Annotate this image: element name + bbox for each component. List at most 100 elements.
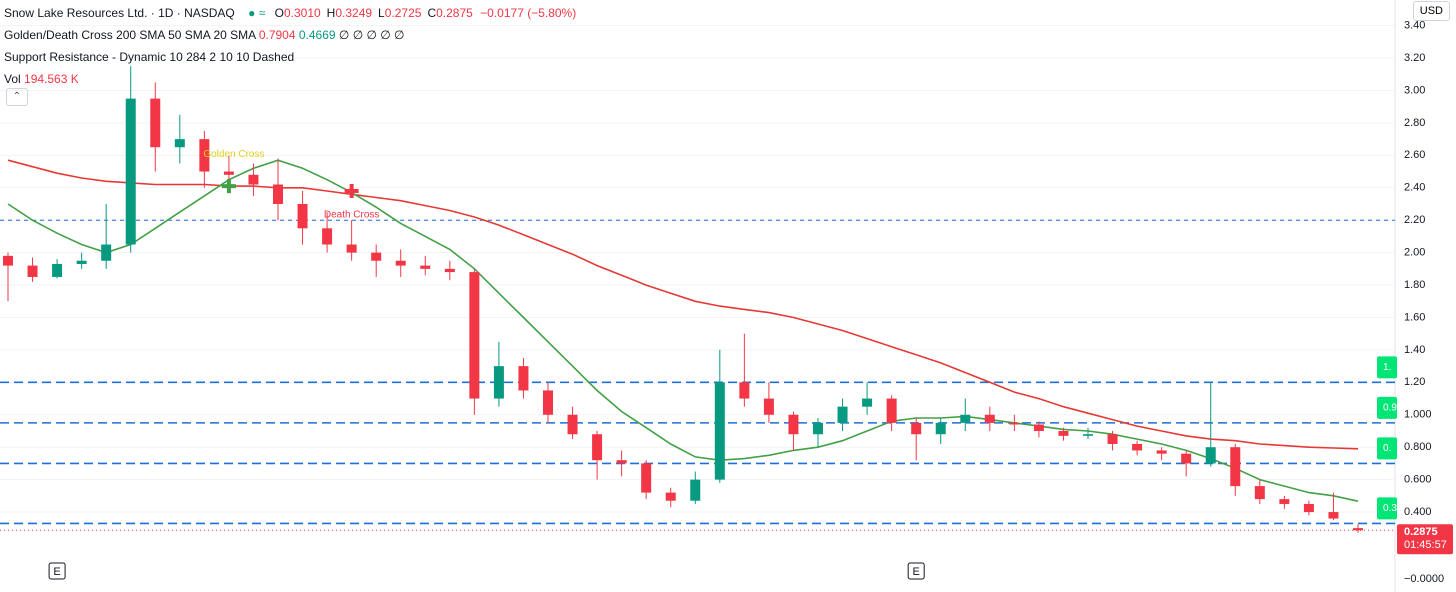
volume-row: Vol 194.563 K (4, 68, 576, 90)
legend: Snow Lake Resources Ltd. · 1D · NASDAQ ●… (4, 2, 576, 90)
candle-body (788, 414, 799, 435)
event-label: E (53, 566, 60, 578)
y-tick-label: 1.000 (1404, 409, 1432, 421)
y-tick-label: 1.60 (1404, 311, 1425, 323)
y-tick-label: 2.80 (1404, 117, 1425, 129)
candle-body (420, 265, 431, 269)
candle-body (297, 203, 308, 229)
candle-body (150, 98, 161, 148)
currency-button[interactable]: USD (1412, 1, 1450, 21)
y-tick-label: 0.600 (1404, 474, 1432, 486)
candle-body (493, 366, 504, 399)
symbol-row: Snow Lake Resources Ltd. · 1D · NASDAQ ●… (4, 2, 576, 24)
candle-body (273, 184, 283, 204)
ohlc-value: 0.2875 (436, 6, 473, 20)
candle-body (1254, 486, 1265, 500)
candle-body (52, 263, 63, 277)
y-tick-label: 3.40 (1404, 20, 1425, 32)
level-label: 0.3 (1383, 503, 1397, 514)
y-tick-label: 1.80 (1404, 279, 1425, 291)
candle-body (518, 366, 529, 391)
candle-body (1303, 503, 1314, 513)
status-icons: ● ≈ (248, 6, 266, 20)
event-box (48, 562, 66, 580)
y-tick-label: 0.800 (1404, 441, 1432, 453)
indicator-value: 0.4669 (298, 28, 336, 42)
last-price-label: 0.2875 (1404, 526, 1438, 538)
symbol[interactable]: Snow Lake Resources Ltd. · 1D · NASDAQ (4, 6, 235, 20)
candle-body (665, 492, 676, 501)
candle-body (1156, 450, 1167, 454)
candle-body (1279, 499, 1290, 504)
candle-body (1230, 447, 1241, 487)
ohlc-key: H (326, 6, 336, 20)
countdown-label: 01:45:57 (1404, 539, 1447, 551)
candle-body (567, 414, 578, 435)
indicator-name[interactable]: Golden/Death Cross 200 SMA 50 SMA 20 SMA (4, 28, 256, 42)
candle-body (395, 260, 406, 266)
price-axis-bg (1395, 0, 1456, 592)
candle-body (690, 479, 701, 501)
last-price-tag (1397, 524, 1453, 555)
ohlc-value: 0.3249 (335, 6, 373, 20)
y-tick-label: 3.00 (1404, 84, 1425, 96)
y-tick-label: 1.40 (1404, 344, 1425, 356)
indicator-value: 0.7904 (258, 28, 296, 42)
collapse-button[interactable]: ⌃ (6, 88, 28, 106)
candle-body (592, 434, 603, 461)
ohlc-key: C (427, 6, 437, 20)
y-tick-label: 1.20 (1404, 376, 1425, 388)
candle-body (1083, 434, 1093, 436)
level-label-box (1377, 396, 1397, 419)
y-tick-label: 0.400 (1404, 506, 1432, 518)
indicator-empty: ∅ ∅ ∅ ∅ ∅ (338, 28, 405, 42)
level-label-box (1377, 497, 1397, 520)
candle-body (763, 398, 774, 415)
candle-body (27, 265, 38, 277)
candle-body (248, 174, 259, 185)
candle-body (322, 228, 333, 245)
candle-body (641, 463, 652, 493)
candle-body (1009, 422, 1020, 425)
candle-body (444, 268, 455, 273)
candle-body (1033, 424, 1044, 431)
candle-body (101, 244, 112, 261)
candle-body (837, 406, 848, 423)
indicator-name[interactable]: Support Resistance - Dynamic 10 284 2 10… (4, 50, 295, 64)
volume-axis-label: −0.0000 (1404, 573, 1444, 585)
cross-marker (221, 179, 236, 194)
event-box (907, 562, 925, 580)
level-label: 0. (1383, 443, 1391, 454)
candle-body (174, 139, 185, 148)
candle-body (543, 390, 553, 415)
candle-body (813, 422, 823, 435)
candle-body (984, 414, 995, 423)
candle-body (911, 422, 922, 435)
candle-body (862, 398, 873, 407)
candle-body (935, 422, 946, 435)
candle-body (714, 382, 725, 480)
volume-label[interactable]: Vol (4, 72, 21, 86)
candle-body (199, 139, 210, 172)
level-label-box (1377, 437, 1397, 460)
candle-body (1353, 528, 1363, 531)
y-tick-label: 2.60 (1404, 149, 1425, 161)
sma-line (7, 159, 1359, 502)
candle-body (960, 414, 971, 423)
y-tick-label: 2.00 (1404, 247, 1425, 259)
candle-body (1107, 434, 1118, 444)
candle-body (1132, 443, 1143, 451)
candle-body (1328, 512, 1339, 519)
indicator-row: Support Resistance - Dynamic 10 284 2 10… (4, 46, 576, 68)
y-tick-label: 2.40 (1404, 182, 1425, 194)
volume-value: 194.563 K (24, 72, 79, 86)
level-label: 0.9 (1383, 403, 1397, 414)
ohlc-value: 0.3010 (283, 6, 321, 20)
indicator-row: Golden/Death Cross 200 SMA 50 SMA 20 SMA… (4, 24, 576, 46)
cross-marker (344, 184, 359, 199)
candle-body (125, 98, 136, 245)
change: −0.0177 (−5.80%) (480, 6, 577, 20)
candle-body (1181, 453, 1192, 464)
